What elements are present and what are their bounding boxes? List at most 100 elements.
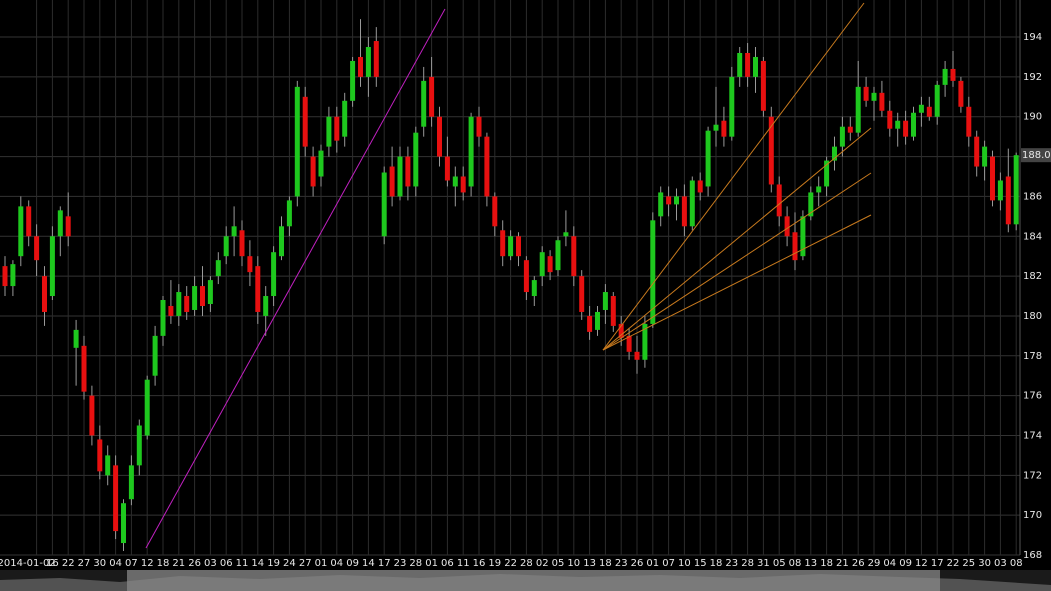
y-tick-label: 168: [1023, 550, 1042, 561]
x-tick-label: 03: [994, 558, 1007, 569]
candle-body: [713, 124, 719, 131]
x-tick-label: 09: [899, 558, 912, 569]
x-tick-label: 28: [409, 558, 422, 569]
x-tick-label: 11: [457, 558, 470, 569]
candle-body: [358, 56, 363, 77]
candle-body: [286, 200, 292, 227]
candle-body: [73, 329, 79, 348]
candle-body: [595, 311, 600, 330]
x-tick-label: 18: [820, 558, 833, 569]
candle-body: [539, 252, 545, 277]
x-tick-label: 23: [394, 558, 407, 569]
candle-body: [247, 256, 253, 273]
candle-body: [421, 80, 427, 127]
x-tick-label: 01: [646, 558, 659, 569]
y-tick-label: 186: [1023, 191, 1042, 202]
x-tick-label: 30: [93, 558, 106, 569]
x-tick-label: 07: [125, 558, 138, 569]
candle-body: [666, 196, 672, 205]
candle-body: [468, 116, 474, 187]
x-tick-label: 21: [172, 558, 185, 569]
x-tick-label: 10: [567, 558, 580, 569]
candle-body: [184, 296, 190, 312]
x-tick-label: 26: [631, 558, 644, 569]
candle-body: [2, 266, 8, 287]
candle-body: [934, 84, 940, 117]
x-tick-label: 17: [378, 558, 391, 569]
y-tick-label: 194: [1023, 32, 1042, 43]
candle-body: [34, 236, 40, 261]
candle-body: [176, 292, 182, 316]
x-tick-label: 18: [157, 558, 170, 569]
candle-body: [10, 264, 16, 287]
candle-body: [571, 236, 577, 277]
candle-body: [192, 286, 198, 310]
candle-body: [650, 220, 656, 324]
candle-body: [523, 260, 529, 293]
candle-body: [57, 210, 63, 237]
candle-body: [879, 92, 885, 111]
candle-body: [42, 276, 47, 312]
candle-body: [215, 260, 221, 277]
x-tick-label: 12: [915, 558, 928, 569]
x-tick-label: 13: [583, 558, 596, 569]
candle-body: [389, 166, 395, 197]
candle-body: [429, 76, 435, 117]
candle-body: [239, 230, 245, 257]
candle-body: [918, 104, 924, 113]
candle-body: [18, 206, 24, 257]
x-tick-label: 09: [346, 558, 359, 569]
candle-body: [642, 323, 648, 360]
candle-body: [958, 80, 964, 107]
candle-body: [302, 96, 308, 147]
x-tick-label: 19: [488, 558, 501, 569]
candle-body: [563, 232, 569, 237]
y-tick-label: 190: [1023, 112, 1042, 123]
x-tick-label: 22: [62, 558, 75, 569]
candle-body: [89, 395, 95, 436]
candle-body: [334, 116, 340, 141]
candle-body: [990, 156, 995, 201]
candle-body: [1013, 155, 1019, 225]
x-tick-label: 04: [883, 558, 896, 569]
candle-body: [863, 86, 869, 101]
y-tick-label: 178: [1023, 351, 1042, 362]
candle-body: [816, 186, 822, 193]
candle-body: [128, 465, 134, 500]
x-tick-label: 23: [725, 558, 738, 569]
candle-body: [200, 286, 205, 306]
candle-body: [113, 465, 119, 532]
candle-body: [65, 216, 71, 237]
candle-body: [800, 216, 806, 257]
navigator-profile: [0, 574, 1051, 591]
candle-body: [350, 60, 356, 101]
candle-body: [887, 110, 893, 129]
candle-body: [839, 126, 845, 147]
x-tick-label: 22: [504, 558, 517, 569]
candle-body: [579, 276, 585, 312]
candle-body: [792, 232, 798, 261]
x-tick-label: 26: [852, 558, 865, 569]
candle-body: [516, 236, 521, 257]
candle-body: [658, 192, 664, 217]
gann-fan: [602, 2, 872, 351]
y-tick-label: 180: [1023, 311, 1042, 322]
x-tick-label: 24: [283, 558, 296, 569]
candle-body: [753, 56, 758, 77]
candle-body: [997, 180, 1003, 201]
candle-body: [168, 305, 174, 316]
candle-body: [689, 180, 695, 227]
candle-body: [602, 292, 608, 310]
candle-body: [255, 266, 261, 312]
candle-body: [895, 120, 901, 129]
x-tick-label: 01: [425, 558, 438, 569]
x-tick-label: 08: [789, 558, 802, 569]
candle-body: [547, 256, 553, 273]
y-tick-label: 184: [1023, 231, 1042, 242]
candle-body: [966, 106, 972, 137]
candle-body: [97, 439, 103, 472]
last-price-box: [1021, 148, 1051, 163]
x-tick-label: 10: [678, 558, 691, 569]
